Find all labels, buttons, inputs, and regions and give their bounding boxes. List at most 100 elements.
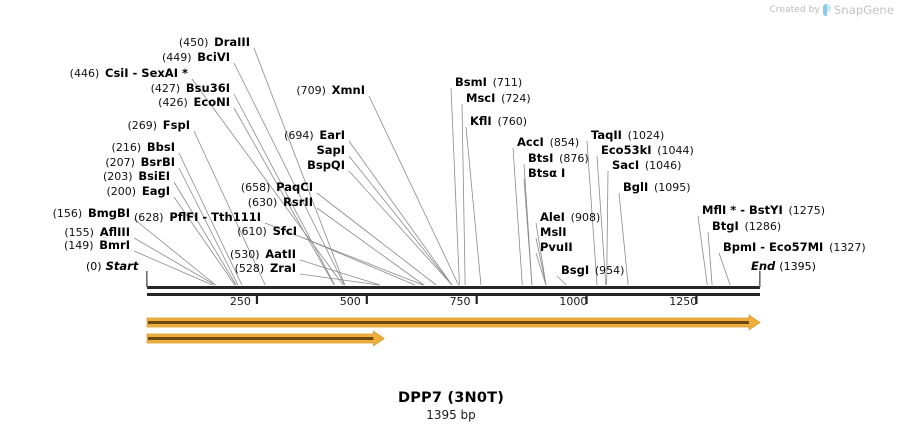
leader-line-mflI	[697, 215, 708, 286]
restriction-site-label-bsgI[interactable]: BsgI (954)	[561, 264, 624, 278]
restriction-site-label-aatII[interactable]: (530) AatII	[0, 248, 296, 262]
restriction-site-label-xmnI[interactable]: (709) XmnI	[0, 84, 365, 98]
restriction-site-label-btsaI[interactable]: Btsα I	[528, 167, 565, 180]
restriction-site-label-accI[interactable]: AccI (854)	[517, 136, 580, 150]
feature-arrow-full-stripe	[148, 321, 749, 324]
site-enzyme-name: SfcI	[272, 224, 297, 238]
leader-line-xmnI	[368, 95, 459, 286]
site-enzyme-name: BtsI	[528, 151, 554, 165]
leader-line-fspI	[193, 130, 266, 286]
restriction-site-label-draIII[interactable]: (450) DraIII	[0, 36, 250, 50]
site-position: (694)	[284, 129, 314, 142]
restriction-site-label-bmgBI[interactable]: (156) BmgBI	[0, 206, 130, 221]
restriction-site-label-mflI[interactable]: MflI * - BstYI (1275)	[702, 203, 826, 218]
restriction-site-label-econI[interactable]: (426) EcoNI	[0, 96, 230, 110]
restriction-site-label-bmrI[interactable]: (149) BmrI	[0, 238, 130, 253]
restriction-site-label-kflI[interactable]: KflI (760)	[470, 115, 528, 129]
site-position: (1286)	[744, 220, 782, 233]
site-enzyme-name: AflIII	[99, 225, 130, 239]
site-enzyme-name: PflFI - Tth111I	[169, 210, 261, 224]
restriction-site-label-btgI[interactable]: BtgI (1286)	[712, 219, 782, 234]
snapgene-watermark: Created by SnapGene	[769, 3, 894, 17]
leader-line-earI	[348, 140, 453, 286]
site-position: (610)	[237, 225, 267, 238]
leader-line-pflFI	[264, 222, 424, 286]
leader-lines-group	[133, 47, 761, 286]
restriction-site-label-taqII[interactable]: TaqII (1024)	[591, 128, 664, 143]
leader-line-aatII	[299, 259, 381, 286]
leader-line-aleI	[535, 222, 547, 286]
restriction-site-label-bglI[interactable]: BglI (1095)	[623, 181, 691, 195]
watermark-brand: SnapGene	[833, 3, 894, 17]
site-enzyme-name: PvuII	[540, 240, 573, 254]
restriction-site-label-pvuII[interactable]: PvuII	[540, 241, 573, 254]
site-enzyme-name: BsrBI	[140, 155, 175, 169]
restriction-site-label-paqCI[interactable]: (658) PaqCI	[0, 181, 313, 195]
leader-line-bmgBI	[133, 218, 216, 286]
restriction-site-label-bsiEI[interactable]: (203) BsiEI	[0, 169, 170, 184]
restriction-site-label-bciVI[interactable]: (449) BciVI	[0, 51, 230, 65]
leader-line-sacI	[606, 170, 609, 286]
restriction-site-label-earI[interactable]: (694) EarI	[0, 128, 345, 143]
leader-line-paqCI	[316, 192, 437, 286]
backbone-end-cap	[759, 271, 761, 287]
site-position: (149)	[63, 239, 94, 252]
site-enzyme-name: MflI * - BstYI	[702, 203, 783, 217]
leader-line-bciVI	[233, 62, 345, 286]
leader-line-bsgI	[556, 275, 567, 286]
restriction-site-label-mslI[interactable]: MslI	[540, 226, 567, 239]
site-enzyme-name: RsrII	[283, 195, 313, 209]
leader-line-bsmI	[450, 87, 460, 286]
sequence-backbone-group	[146, 271, 761, 296]
leader-line-bpmI	[718, 252, 731, 286]
leader-line-eco53kI	[596, 155, 607, 286]
site-position: (1275)	[788, 204, 826, 217]
restriction-site-label-bpmI[interactable]: BpmI - Eco57MI (1327)	[723, 241, 866, 255]
site-enzyme-name: BmgBI	[87, 206, 130, 220]
restriction-site-label-bsmI[interactable]: BsmI (711)	[455, 76, 522, 90]
restriction-site-label-sacI[interactable]: SacI (1046)	[612, 159, 681, 173]
ruler-tick	[695, 296, 698, 304]
restriction-site-label-btsI[interactable]: BtsI (876)	[528, 151, 589, 166]
site-position: (854)	[549, 136, 580, 149]
site-enzyme-name: BsiEI	[138, 169, 170, 183]
site-enzyme-name: CsiI - SexAI *	[105, 66, 188, 80]
restriction-site-label-aflIII[interactable]: (155) AflIII	[0, 225, 130, 240]
restriction-site-label-bspQI[interactable]: BspQI	[0, 159, 345, 172]
restriction-site-label-eco53kI[interactable]: Eco53kI (1044)	[601, 144, 694, 158]
restriction-site-label-sfcI[interactable]: (610) SfcI	[0, 224, 297, 239]
watermark-created-by: Created by	[769, 5, 820, 15]
restriction-site-label-fspI[interactable]: (269) FspI	[0, 119, 190, 133]
restriction-site-label-bbsI[interactable]: (216) BbsI	[0, 141, 175, 155]
site-position: (760)	[497, 115, 528, 128]
site-enzyme-name: EarI	[319, 128, 345, 142]
site-enzyme-name: TaqII	[591, 128, 622, 142]
restriction-site-label-bsrBI[interactable]: (207) BsrBI	[0, 155, 175, 170]
ruler-tick	[585, 296, 588, 304]
restriction-site-label-pflFI[interactable]: (628) PflFI - Tth111I	[0, 210, 261, 225]
site-enzyme-name: BtgI	[712, 219, 739, 233]
restriction-site-label-aleI[interactable]: AleI (908)	[540, 210, 600, 225]
leader-line-bmrI	[133, 250, 213, 286]
site-enzyme-name: BmrI	[99, 238, 130, 252]
restriction-site-label-rsrII[interactable]: (630) RsrII	[0, 195, 313, 210]
restriction-site-label-eagI[interactable]: (200) EagI	[0, 185, 170, 199]
site-position: (1095)	[653, 181, 691, 194]
leader-line-accI	[512, 147, 523, 286]
site-position: (207)	[105, 156, 135, 169]
restriction-site-label-zraI[interactable]: (528) ZraI	[0, 262, 296, 276]
site-position: (876)	[559, 152, 589, 165]
site-enzyme-name: Btsα I	[528, 166, 566, 180]
site-position: (427)	[150, 82, 181, 95]
restriction-site-label-sapI[interactable]: SapI	[0, 144, 345, 157]
restriction-site-label-csiI[interactable]: (446) CsiI - SexAI *	[0, 66, 188, 81]
site-position: (709)	[296, 84, 326, 97]
ruler-tick-label: 1250	[669, 295, 698, 308]
ruler-tick	[475, 296, 478, 304]
site-enzyme-name: AleI	[540, 210, 565, 224]
leader-line-csiI	[191, 78, 344, 286]
restriction-site-label-bsu36I[interactable]: (427) Bsu36I	[0, 82, 230, 96]
restriction-site-label-mscI[interactable]: MscI (724)	[466, 92, 531, 106]
start-label: Start	[105, 259, 139, 273]
map-length: 1395 bp	[426, 408, 476, 422]
